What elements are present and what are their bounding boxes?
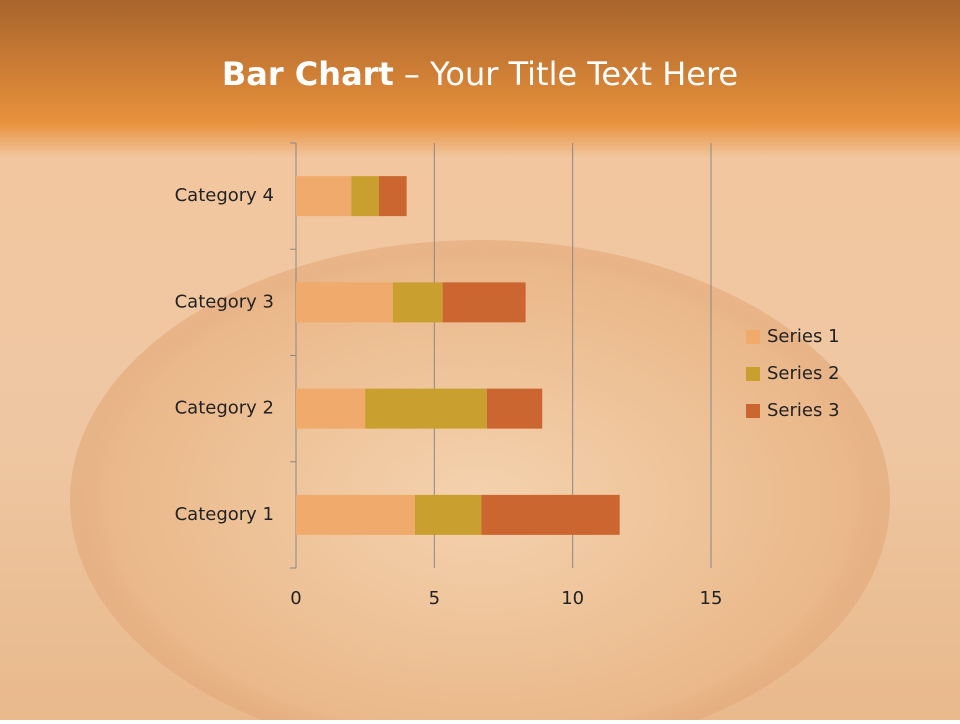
bar-segment bbox=[296, 494, 415, 535]
title-rest: – Your Title Text Here bbox=[404, 55, 738, 93]
legend-swatch bbox=[746, 404, 760, 418]
x-tick-label: 0 bbox=[290, 588, 301, 609]
bar-segment bbox=[365, 388, 487, 429]
legend-swatch bbox=[746, 367, 760, 381]
y-tick-label: Category 3 bbox=[175, 291, 274, 312]
bar-segment bbox=[296, 176, 352, 217]
pizza-image bbox=[70, 240, 890, 724]
plot-area: 0 5 10 15 Category 1 Category 2 Category 3 Cate… bbox=[175, 142, 840, 609]
x-tick-label: 15 bbox=[700, 588, 723, 609]
legend-swatch bbox=[746, 330, 760, 344]
legend-label: Series 2 bbox=[767, 363, 840, 384]
bar-segment bbox=[486, 388, 543, 429]
bar-segment bbox=[296, 282, 393, 323]
title: Bar Chart – Your Title Text Here bbox=[222, 55, 738, 93]
x-tick-label: 10 bbox=[561, 588, 584, 609]
bar-segment bbox=[392, 282, 443, 323]
legend-label: Series 3 bbox=[767, 400, 840, 421]
y-tick-label: Category 1 bbox=[175, 504, 274, 525]
x-tick-label: 5 bbox=[429, 588, 440, 609]
bar-segment bbox=[379, 176, 407, 217]
bar-segment bbox=[351, 176, 379, 217]
y-tick-label: Category 2 bbox=[175, 398, 274, 419]
y-tick-label: Category 4 bbox=[175, 185, 274, 206]
title-bold: Bar Chart bbox=[222, 55, 394, 93]
bar-segment bbox=[414, 494, 482, 535]
bar-segment bbox=[442, 282, 526, 323]
bar-segment bbox=[296, 388, 366, 429]
legend-label: Series 1 bbox=[767, 326, 840, 347]
bar-segment bbox=[481, 494, 620, 535]
